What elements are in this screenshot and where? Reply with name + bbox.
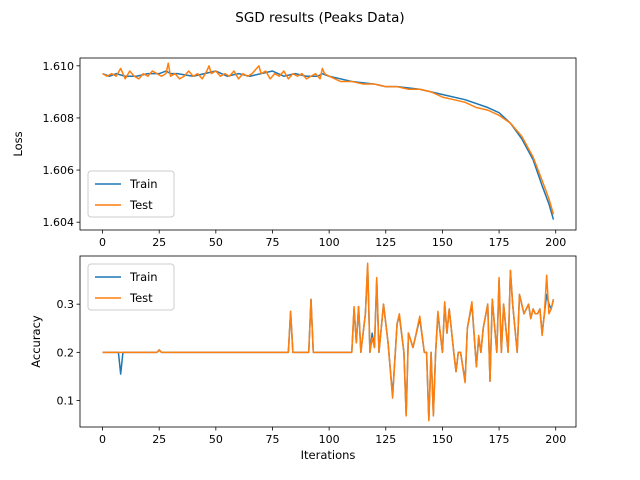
series-group <box>102 62 555 220</box>
figure-title: SGD results (Peaks Data) <box>235 10 404 26</box>
x-tick-label: 50 <box>209 236 223 249</box>
x-tick-label: 75 <box>265 236 279 249</box>
x-tick-label: 150 <box>432 236 453 249</box>
y-tick-label: 1.606 <box>43 164 75 177</box>
y-axis-label: Accuracy <box>29 315 43 368</box>
x-tick-label: 100 <box>319 433 340 446</box>
y-tick-label: 1.604 <box>43 216 75 229</box>
x-tick-label: 50 <box>209 433 223 446</box>
y-tick-label: 0.1 <box>57 395 75 408</box>
x-tick-label: 125 <box>375 433 396 446</box>
x-tick-label: 175 <box>489 433 510 446</box>
series-line-test <box>102 62 555 215</box>
axes-frame <box>79 57 577 231</box>
y-tick-label: 0.2 <box>57 346 75 359</box>
x-tick-label: 125 <box>375 236 396 249</box>
legend-label-test: Test <box>129 198 153 212</box>
series-group <box>102 262 555 422</box>
x-tick-label: 175 <box>489 236 510 249</box>
series-line-train <box>102 70 555 220</box>
x-tick-label: 100 <box>319 236 340 249</box>
x-tick-label: 200 <box>545 433 566 446</box>
x-tick-label: 25 <box>152 236 166 249</box>
series-line-test <box>102 262 555 422</box>
legend: Train Test <box>87 263 175 311</box>
loss-axes: 0 25 50 75 100 125 150 175 200 1.604 1.606 1.608 1.6… <box>11 57 577 249</box>
x-tick-label: 0 <box>99 236 106 249</box>
x-axis-label: Iterations <box>301 448 356 462</box>
x-tick-label: 0 <box>99 433 106 446</box>
x-tick-label: 200 <box>545 236 566 249</box>
y-axis-label: Loss <box>11 131 25 156</box>
x-tick-label: 75 <box>265 433 279 446</box>
legend: Train Test <box>87 170 175 218</box>
axes-frame <box>79 255 577 428</box>
y-tick-label: 1.608 <box>43 112 75 125</box>
y-tick-label: 0.3 <box>57 298 75 311</box>
y-tick-label: 1.610 <box>43 60 75 73</box>
x-tick-label: 25 <box>152 433 166 446</box>
legend-label-train: Train <box>129 270 158 284</box>
accuracy-axes: 0 25 50 75 100 125 150 175 200 0.1 0.2 0.3 Accuracy I… <box>29 255 577 462</box>
x-tick-label: 150 <box>432 433 453 446</box>
legend-label-train: Train <box>129 177 158 191</box>
legend-label-test: Test <box>129 291 153 305</box>
